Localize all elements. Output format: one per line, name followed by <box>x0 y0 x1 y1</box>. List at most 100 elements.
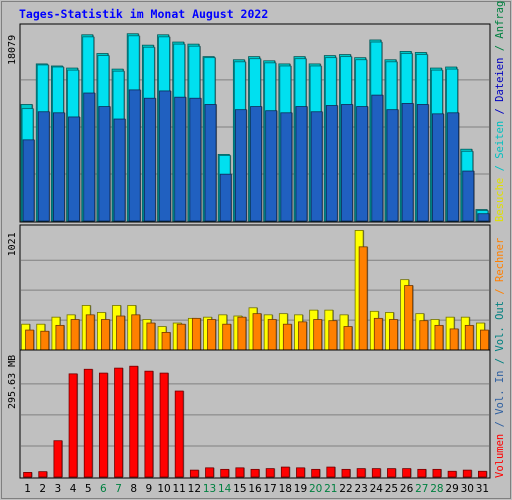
bar-volumen <box>220 468 230 478</box>
bar-volumen <box>68 373 78 478</box>
bar-rechner <box>464 324 474 351</box>
legend-entry: Anfragen <box>494 0 506 39</box>
bar-volumen <box>478 470 487 478</box>
x-tick-label: 16 <box>248 483 262 495</box>
requests-panel: 18079 <box>7 23 491 223</box>
bar-seiten <box>37 111 50 222</box>
bar-seiten <box>432 113 444 222</box>
x-tick-label: 5 <box>85 483 92 495</box>
x-tick-label: 2 <box>39 483 46 495</box>
bar-rechner <box>449 328 459 351</box>
bar-rechner <box>40 330 50 351</box>
bar-volumen <box>296 467 305 478</box>
x-tick-label: 4 <box>70 483 77 495</box>
x-tick-label: 15 <box>233 483 246 495</box>
bar-rechner <box>328 320 338 351</box>
x-tick-label: 26 <box>400 483 414 495</box>
bar-seiten <box>295 106 308 222</box>
bar-rechner <box>116 315 125 351</box>
bar-rechner <box>222 323 232 351</box>
legend-entry: / <box>494 39 506 58</box>
bar-seiten <box>401 103 414 222</box>
x-tick-label: 18 <box>279 483 292 495</box>
bar-volumen <box>356 468 366 478</box>
bar-seiten <box>128 89 141 222</box>
bar-volumen <box>38 471 48 478</box>
legend-entry: Besuche <box>494 178 506 222</box>
bar-volumen <box>371 468 381 478</box>
bar-seiten <box>22 139 35 222</box>
bar-volumen <box>432 468 442 478</box>
bar-volumen <box>280 466 290 478</box>
bar-rechner <box>191 317 201 351</box>
bar-rechner <box>480 329 489 351</box>
bar-rechner <box>55 324 65 351</box>
bar-rechner <box>207 319 216 351</box>
bar-rechner <box>282 323 292 351</box>
bar-seiten <box>371 94 384 222</box>
bar-rechner <box>343 326 353 351</box>
bar-seiten <box>53 112 65 222</box>
visits-panel: 1021 <box>7 224 491 352</box>
bar-volumen <box>205 467 214 478</box>
x-tick-label: 7 <box>115 483 122 495</box>
bar-volumen <box>235 467 245 478</box>
chart-title: Tages-Statistik im Monat August 2022 <box>19 7 268 21</box>
legend-entry: Dateien <box>494 58 506 102</box>
bar-seiten <box>265 110 278 222</box>
legend-entry: / <box>494 415 506 434</box>
right-legend: Besuche / Seiten / Dateien / Anfragen Vol… <box>494 0 506 478</box>
bar-volumen <box>250 468 260 478</box>
bar-rechner <box>252 313 262 351</box>
bar-seiten <box>174 96 187 222</box>
bar-volumen <box>174 390 184 478</box>
x-tick-label: 3 <box>55 483 62 495</box>
bar-volumen <box>189 469 199 478</box>
bar-seiten <box>310 111 323 222</box>
x-tick-label: 23 <box>354 483 367 495</box>
bar-seiten <box>234 109 247 222</box>
bar-rechner <box>237 316 247 351</box>
x-tick-label: 17 <box>263 483 276 495</box>
bar-seiten <box>113 118 126 222</box>
bar-rechner <box>404 285 414 351</box>
bar-rechner <box>161 332 171 351</box>
bar-seiten <box>250 106 262 222</box>
right-legend-top: Besuche / Seiten / Dateien / Anfragen <box>494 0 506 222</box>
bar-volumen <box>114 367 123 478</box>
legend-entry: / <box>494 159 506 178</box>
x-tick-label: 20 <box>309 483 322 495</box>
x-tick-label: 14 <box>218 483 232 495</box>
x-axis-labels: 1 2 3 4 5 6 7 8 9 10 11 12 13 14 15 16 17 18 19 20 21 22 23 24 2… <box>24 483 489 495</box>
bar-seiten <box>280 112 293 222</box>
bar-rechner <box>25 329 34 351</box>
x-tick-label: 10 <box>157 483 170 495</box>
bar-volumen <box>83 368 93 478</box>
bar-rechner <box>100 319 110 351</box>
x-tick-label: 28 <box>430 483 443 495</box>
bar-volumen <box>402 468 412 478</box>
legend-entry: Rechner <box>494 238 506 282</box>
bar-volumen <box>417 468 427 478</box>
bar-volumen <box>387 468 396 478</box>
legend-entry: / <box>494 282 506 301</box>
chart-panels: 18079 1021 295.63 MB <box>7 23 491 479</box>
legend-entry: Vol. In <box>494 371 506 415</box>
bar-seiten <box>98 106 111 222</box>
x-tick-label: 6 <box>100 483 107 495</box>
bar-rechner <box>267 319 277 351</box>
legend-entry: Volumen <box>494 434 506 478</box>
legend-entry: / <box>494 102 506 121</box>
bar-rechner <box>389 319 398 351</box>
x-tick-label: 31 <box>476 483 489 495</box>
bar-volumen <box>265 468 275 478</box>
bar-volumen <box>447 470 457 478</box>
bar-seiten <box>189 97 202 222</box>
bar-seiten <box>386 109 399 222</box>
legend-entry: / <box>494 352 506 371</box>
bar-seiten <box>143 97 156 222</box>
bar-rechner <box>373 317 383 351</box>
x-tick-label: 29 <box>445 483 458 495</box>
